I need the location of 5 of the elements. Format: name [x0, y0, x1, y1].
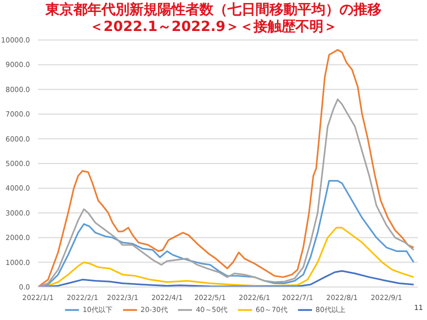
- line-series: [38, 98, 414, 287]
- chart-title: 東京都年代別新規陽性者数（七日間移動平均）の推移: [44, 2, 382, 19]
- chart-subtitle: ＜2022.1～2022.9＞＜接触歴不明＞: [88, 19, 339, 36]
- line-series: [38, 270, 414, 287]
- line-series: [38, 49, 414, 287]
